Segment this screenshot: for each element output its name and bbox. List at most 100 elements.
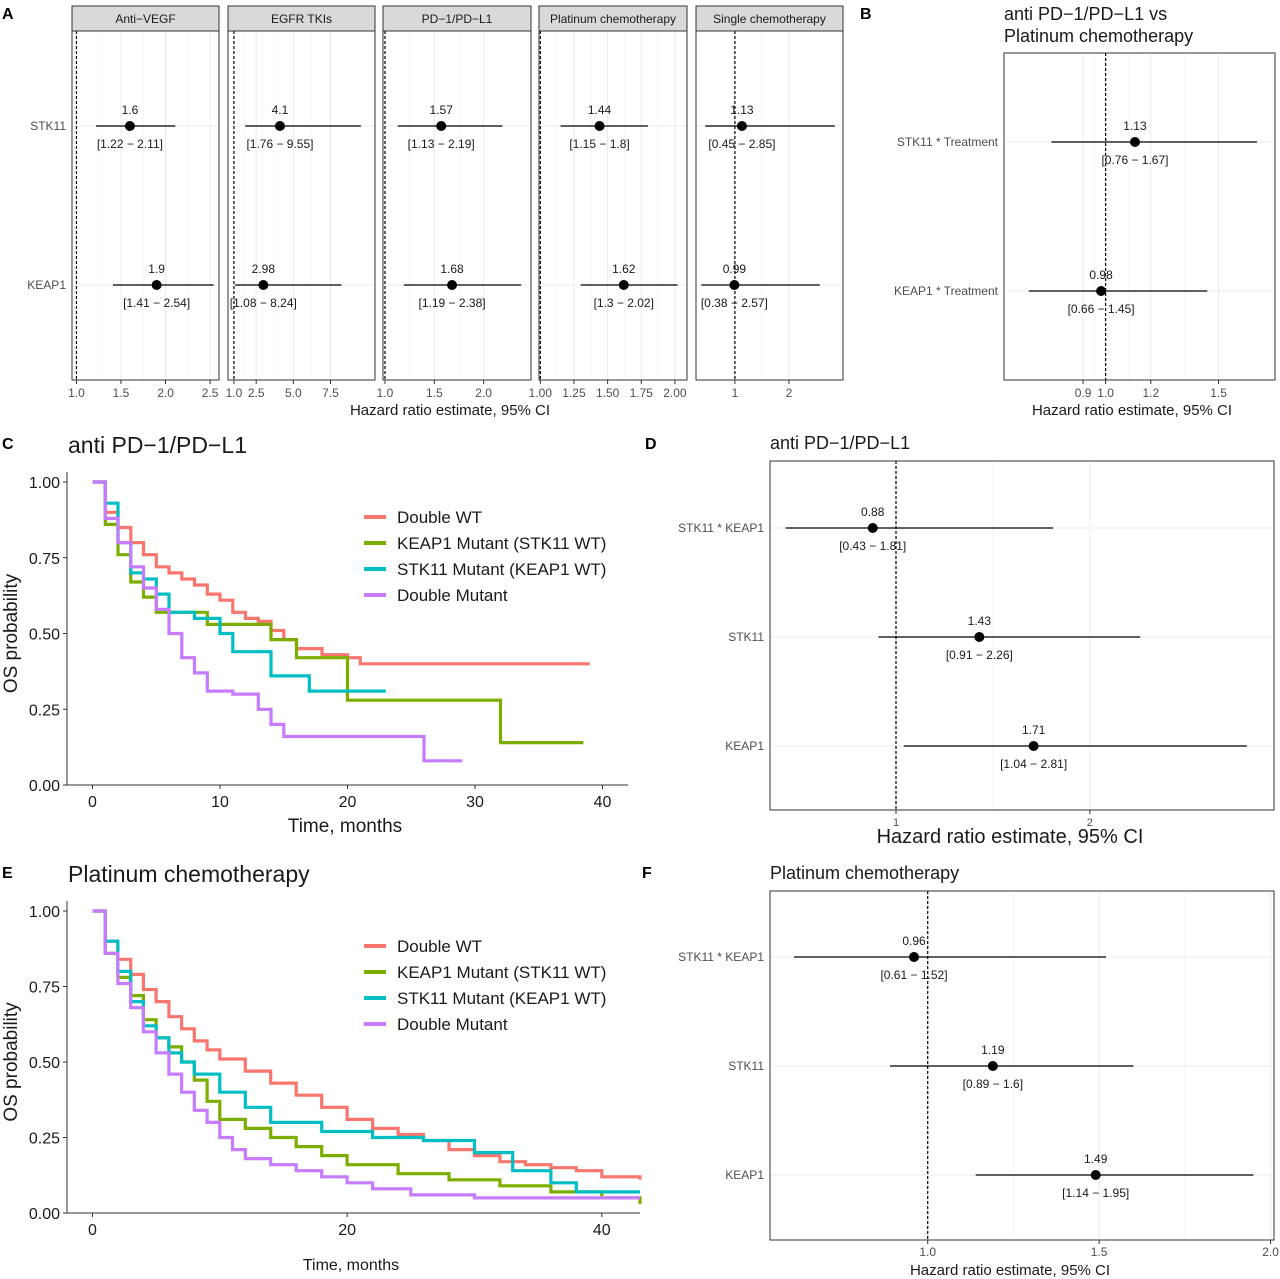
panel-title-e: Platinum chemotherapy	[68, 861, 310, 887]
plot-background	[228, 31, 375, 380]
panel-letter-c: C	[2, 436, 14, 453]
estimate-point-keap1	[1090, 1170, 1101, 1180]
panel-letter-f: F	[642, 865, 652, 882]
ci-label-stk11: [1.22 − 2.11]	[97, 137, 163, 151]
estimate-point-keap1	[729, 280, 740, 290]
x-axis-title-c: Time, months	[288, 816, 402, 837]
x-axis-title-a: Hazard ratio estimate, 95% CI	[350, 402, 550, 419]
x-tick-label: 1	[893, 817, 899, 829]
x-tick-label: 1.50	[596, 386, 620, 400]
forest-panel-a-single-chemotherapy: 1.13 [0.45 − 2.85] 0.99 [0.38 − 2.57] 1 2	[695, 30, 844, 400]
estimate-point-stk11-treatment	[1129, 137, 1140, 147]
estimate-point-keap1-treatment	[1096, 286, 1107, 296]
x-tick-label: 1.5	[1210, 386, 1227, 400]
estimate-point-keap1	[447, 280, 458, 290]
x-tick-label: 0	[88, 1222, 97, 1239]
km-curve-stk11-mutant-keap1-wt	[92, 480, 386, 693]
ci-label-stk11: [0.45 − 2.85]	[708, 137, 775, 151]
estimate-point-keap1	[258, 280, 269, 290]
ci-label-keap1: [1.3 − 2.02]	[594, 296, 654, 310]
y-tick-label: 0.50	[29, 627, 60, 644]
facet-strip-pd-1-pd-l1	[382, 5, 532, 32]
legend-label-stk11-mutant-keap1-wt: STK11 Mutant (KEAP1 WT)	[397, 560, 606, 579]
x-tick-label: 1.5	[426, 386, 443, 400]
x-tick-label: 1.25	[562, 386, 586, 400]
x-tick-label: 0	[88, 794, 97, 811]
panel-title-c: anti PD−1/PD−L1	[68, 432, 247, 458]
y-tick-label: 0.00	[29, 1206, 60, 1223]
estimate-point-keap1	[618, 280, 629, 290]
x-tick-label: 2.0	[157, 386, 174, 400]
row-label-a-keap1: KEAP1	[27, 278, 66, 292]
ci-label-stk11: [0.89 − 1.6]	[963, 1077, 1023, 1091]
estimate-label-keap1: 1.71	[1022, 723, 1046, 737]
estimate-point-stk11	[974, 632, 985, 642]
legend-label-double-mutant: Double Mutant	[397, 586, 508, 605]
estimate-label-keap1: 2.98	[252, 262, 276, 276]
x-tick-label: 1	[732, 386, 739, 400]
km-panel-e: 0.00 0.25 0.50 0.75 1.00 0 20 40 Double WT KEAP1 …	[1, 861, 642, 1274]
estimate-label-keap1: 1.49	[1084, 1152, 1108, 1166]
x-axis-title-d: Hazard ratio estimate, 95% CI	[877, 826, 1144, 848]
x-tick-label: 2.0	[1262, 1245, 1279, 1259]
facet-strip-single-chemotherapy	[695, 5, 844, 32]
x-tick-label: 20	[339, 794, 357, 811]
estimate-point-keap1	[1028, 741, 1039, 751]
facet-label-pd-1-pd-l1: PD−1/PD−L1	[422, 12, 493, 26]
y-tick-label: 0.75	[29, 980, 60, 997]
estimate-point-stk11-keap1	[909, 952, 919, 962]
row-label-stk11-keap1: STK11 * KEAP1	[678, 950, 764, 964]
ci-label-stk11: [1.76 − 9.55]	[246, 137, 313, 151]
row-label-keap1: KEAP1	[725, 739, 764, 753]
estimate-point-stk11	[124, 121, 135, 131]
estimate-point-stk11-keap1	[867, 523, 878, 533]
x-tick-label: 10	[211, 794, 229, 811]
ci-label-stk11-treatment: [0.76 − 1.67]	[1101, 153, 1168, 167]
estimate-label-stk11: 1.43	[968, 614, 992, 628]
row-label-keap1-treatment: KEAP1 * Treatment	[894, 284, 999, 298]
panel-letter-a: A	[2, 6, 14, 23]
estimate-label-stk11: 1.57	[430, 103, 454, 117]
x-tick-label: 1.0	[919, 1245, 936, 1259]
plot-background	[539, 31, 687, 380]
panel-title-f: Platinum chemotherapy	[770, 863, 959, 883]
estimate-label-keap1: 0.99	[723, 262, 747, 276]
ci-label-stk11-keap1: [0.43 − 1.81]	[839, 539, 906, 553]
legend-label-keap1-mutant-stk11-wt: KEAP1 Mutant (STK11 WT)	[397, 963, 606, 982]
x-tick-label: 2	[786, 386, 793, 400]
x-axis-title-b: Hazard ratio estimate, 95% CI	[1032, 402, 1232, 419]
panel-title-d: anti PD−1/PD−L1	[770, 433, 910, 453]
x-tick-label: 7.5	[322, 386, 339, 400]
plot-border	[1003, 52, 1276, 381]
legend-label-double-wt: Double WT	[397, 508, 482, 527]
forest-panel-f: 0.96 [0.61 − 1.52] STK11 * KEAP1 1.19 [0.89 …	[678, 890, 1279, 1259]
plot-background	[72, 31, 219, 380]
x-axis-title-f: Hazard ratio estimate, 95% CI	[910, 1262, 1110, 1279]
facet-strip-egfr-tkis	[227, 5, 376, 32]
facet-label-anti-vegf: Anti−VEGF	[115, 12, 175, 26]
x-tick-label: 1.00	[529, 386, 553, 400]
panel-title-b-line-1: anti PD−1/PD−L1 vs	[1004, 4, 1167, 24]
panel-title-b-line-2: Platinum chemotherapy	[1004, 26, 1193, 46]
facet-strip-anti-vegf	[71, 5, 220, 32]
km-curve-double-wt	[92, 480, 590, 666]
ci-label-stk11: [1.13 − 2.19]	[408, 137, 475, 151]
ci-label-keap1-treatment: [0.66 − 1.45]	[1068, 302, 1135, 316]
x-tick-label: 1.0	[226, 386, 243, 400]
estimate-label-keap1: 1.9	[148, 262, 165, 276]
ci-label-stk11-keap1: [0.61 − 1.52]	[880, 968, 947, 982]
ci-label-keap1: [1.08 − 8.24]	[230, 296, 297, 310]
y-tick-label: 1.00	[29, 475, 60, 492]
plot-background	[1004, 53, 1275, 380]
estimate-label-stk11-keap1: 0.88	[861, 505, 885, 519]
plot-background	[696, 31, 843, 380]
forest-panel-a-anti-vegf: 1.6 [1.22 − 2.11] 1.9 [1.41 − 2.54] 1.0 1.5 2.…	[68, 30, 220, 400]
km-curve-double-mutant	[92, 480, 463, 763]
x-tick-label: 1.2	[1142, 386, 1159, 400]
y-tick-label: 0.75	[29, 551, 60, 568]
forest-panel-a-pd-1-pd-l1: 1.57 [1.13 − 2.19] 1.68 [1.19 − 2.38] 1.0 1.5…	[377, 30, 532, 400]
x-tick-label: 1.5	[113, 386, 130, 400]
estimate-label-keap1-treatment: 0.98	[1089, 268, 1113, 282]
facet-label-platinum-chemotherapy: Platinum chemotherapy	[550, 12, 676, 26]
row-label-keap1: KEAP1	[725, 1168, 764, 1182]
